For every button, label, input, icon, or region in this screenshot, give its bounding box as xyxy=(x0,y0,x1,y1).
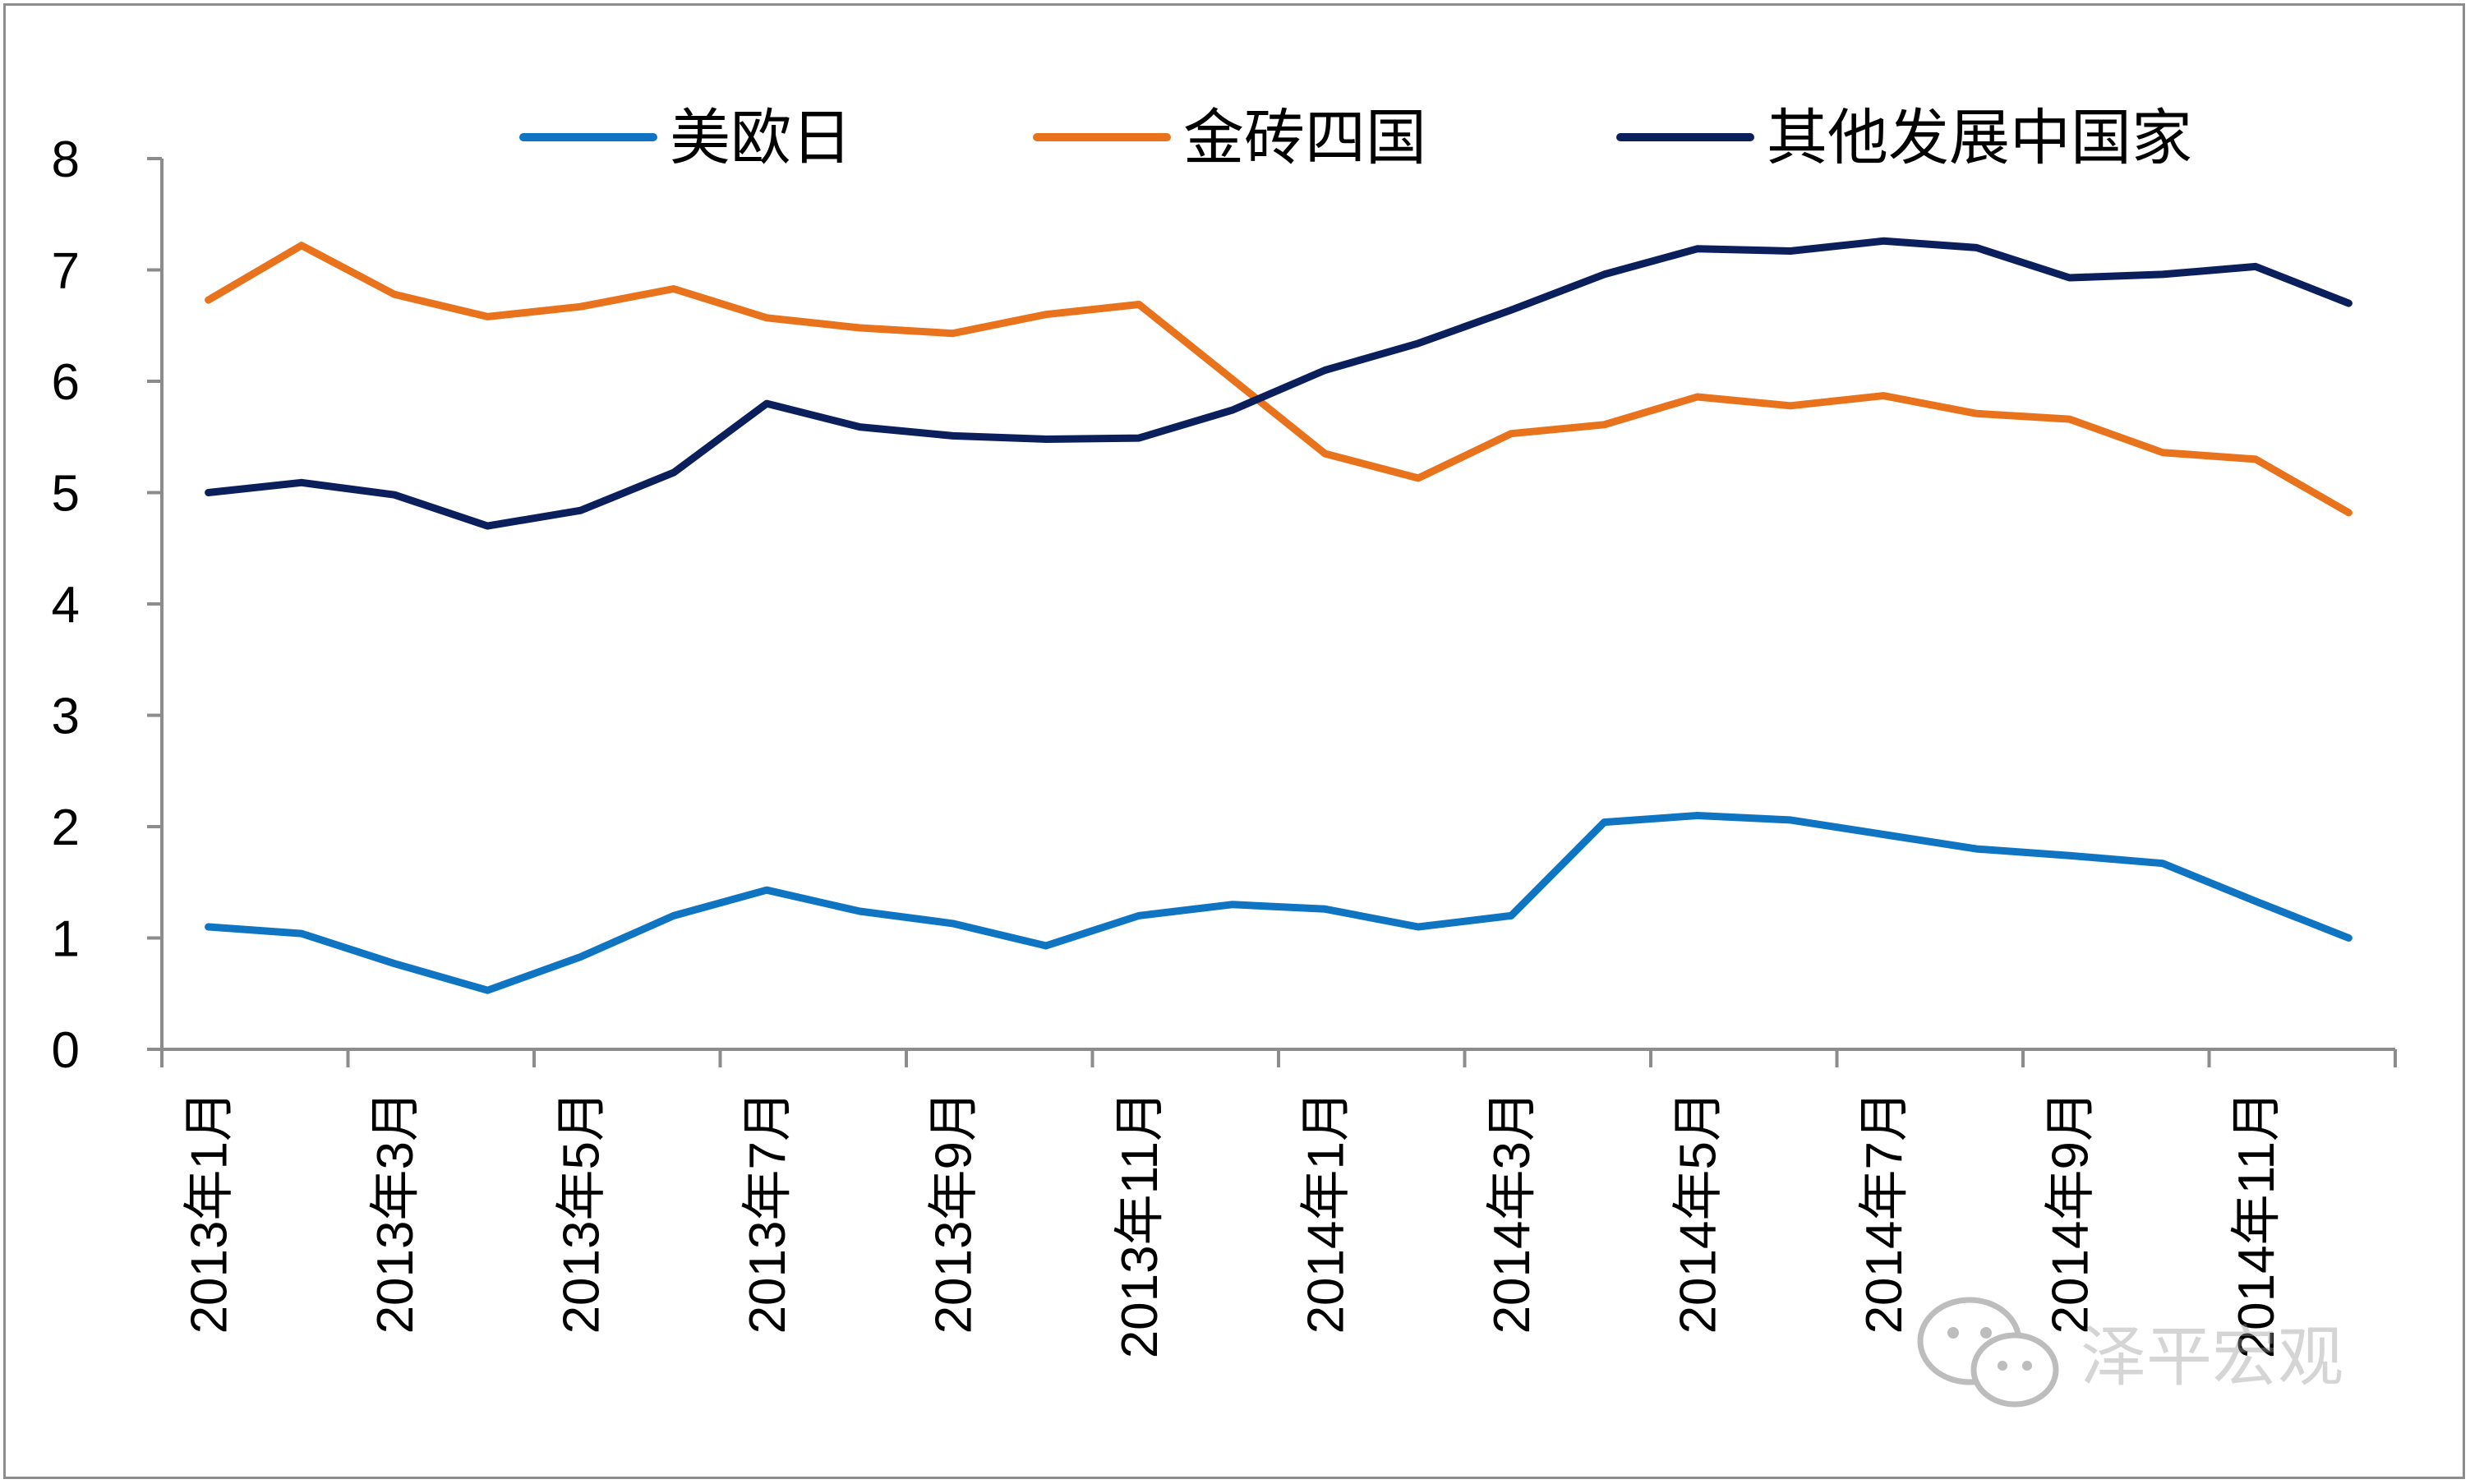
x-tick-label: 2014年9月 xyxy=(2043,1090,2099,1334)
legend-label: 金砖四国 xyxy=(1183,103,1426,173)
series-line-2 xyxy=(205,242,2352,517)
watermark: 泽平宏观 xyxy=(1917,1297,2343,1408)
y-tick-label: 7 xyxy=(52,243,80,300)
x-tick-label: 2014年5月 xyxy=(1670,1090,1727,1334)
x-tick-label: 2013年5月 xyxy=(554,1090,611,1334)
y-tick-label: 8 xyxy=(52,131,80,188)
y-tick-label: 6 xyxy=(52,354,80,411)
x-tick-label: 2014年1月 xyxy=(1298,1090,1355,1334)
wechat-icon xyxy=(1917,1297,2059,1408)
x-tick-label: 2014年7月 xyxy=(1856,1090,1913,1334)
x-tick-label: 2014年11月 xyxy=(2228,1090,2285,1358)
series-line-1 xyxy=(205,812,2352,994)
x-tick-label: 2014年3月 xyxy=(1484,1090,1541,1334)
y-tick-label: 4 xyxy=(52,577,80,634)
x-tick-label: 2013年3月 xyxy=(367,1090,424,1334)
y-tick-label: 2 xyxy=(52,800,80,856)
x-tick-label: 2013年9月 xyxy=(926,1090,983,1334)
x-tick-label: 2013年7月 xyxy=(740,1090,796,1334)
y-tick-label: 5 xyxy=(52,466,80,523)
watermark-text: 泽平宏观 xyxy=(2081,1319,2343,1395)
legend-label: 其他发展中国家 xyxy=(1767,103,2192,173)
y-axis-ticks: 0 1 2 3 4 5 6 7 8 xyxy=(52,131,162,1079)
x-axis-ticks: 2013年1月 2013年3月 2013年5月 2013年7月 2013年9月 2013年… xyxy=(160,1049,2397,1358)
y-tick-label: 1 xyxy=(52,911,80,968)
series-line-3 xyxy=(205,237,2352,530)
y-tick-label: 0 xyxy=(52,1022,80,1079)
legend: 美欧日 金砖四国 其他发展中国家 xyxy=(519,103,2192,173)
legend-label: 美欧日 xyxy=(670,103,852,173)
x-tick-label: 2013年1月 xyxy=(182,1090,238,1334)
series-lines xyxy=(205,237,2352,994)
x-tick-label: 2013年11月 xyxy=(1112,1090,1168,1358)
axes xyxy=(160,159,2395,1051)
y-tick-label: 3 xyxy=(52,689,80,745)
